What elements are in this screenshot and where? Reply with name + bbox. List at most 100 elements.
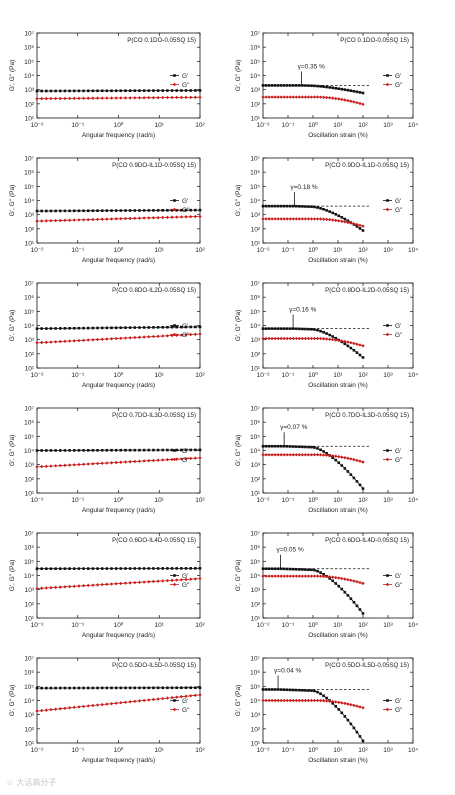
data-point	[86, 583, 90, 588]
data-point	[194, 686, 197, 690]
data-point	[109, 217, 114, 221]
yield-annotation: γ=0.04 %	[274, 667, 302, 674]
data-point	[198, 332, 202, 336]
data-point	[184, 325, 188, 329]
data-point	[156, 579, 160, 583]
y-tick-label: 10¹	[251, 241, 261, 248]
data-point	[337, 700, 341, 705]
x-tick-label: 10¹	[333, 247, 343, 254]
data-point	[152, 686, 155, 690]
y-tick-label: 10³	[25, 212, 35, 219]
y-axis-label: G', G'' (Pa)	[9, 60, 16, 92]
y-tick-label: 10¹	[251, 116, 261, 123]
y-tick-label: 10⁴	[250, 323, 260, 330]
data-point	[340, 587, 344, 591]
y-tick-label: 10²	[251, 726, 261, 733]
data-point	[161, 579, 165, 583]
data-point	[310, 327, 313, 331]
data-point	[114, 209, 118, 212]
series-line	[263, 568, 364, 614]
data-point	[337, 87, 341, 91]
data-point	[267, 95, 271, 99]
y-tick-label: 10⁵	[250, 434, 260, 441]
data-point	[193, 456, 198, 460]
data-point	[100, 686, 104, 690]
data-point	[142, 448, 146, 452]
data-point	[324, 337, 329, 341]
data-point	[35, 341, 39, 345]
data-point	[161, 458, 165, 462]
x-tick-label: 10³	[383, 372, 393, 379]
data-point	[198, 686, 202, 690]
data-point	[322, 207, 325, 211]
data-point	[96, 209, 99, 212]
data-point	[303, 698, 308, 703]
data-point	[291, 217, 296, 221]
data-point	[161, 567, 165, 570]
data-point	[81, 584, 86, 588]
data-point	[67, 339, 72, 343]
data-point	[328, 210, 331, 213]
data-point	[313, 205, 316, 209]
x-tick-label: 10⁻¹	[71, 372, 85, 379]
data-point	[285, 574, 289, 578]
legend-label: G''	[182, 707, 190, 714]
data-point	[313, 689, 316, 693]
data-point	[318, 95, 323, 99]
data-point	[319, 571, 322, 574]
data-point	[137, 459, 142, 463]
data-point	[198, 208, 202, 212]
data-point	[273, 574, 277, 578]
y-tick-label: 10⁵	[24, 684, 34, 691]
data-point	[72, 326, 76, 330]
data-point	[346, 344, 350, 348]
data-point	[312, 95, 317, 99]
data-point	[340, 701, 344, 705]
sample-label: P(CO 0.6DO-IL4D-0.05SQ 15)	[325, 537, 409, 544]
data-point	[325, 452, 328, 455]
data-point	[282, 84, 286, 87]
data-point	[198, 456, 202, 460]
x-tick-label: 10¹	[155, 747, 165, 754]
sample-label: P(CO 0.5DO-IL5D-0.05SQ 15)	[112, 662, 196, 669]
data-point	[322, 572, 325, 576]
data-point	[273, 327, 277, 330]
data-point	[307, 445, 310, 449]
y-tick-label: 10⁴	[24, 448, 34, 455]
data-point	[288, 688, 292, 692]
data-point	[156, 95, 160, 100]
data-point	[343, 342, 347, 346]
data-point	[352, 222, 356, 226]
x-tick-label: 10⁻²	[31, 497, 45, 504]
y-tick-label: 10⁶	[250, 545, 260, 552]
data-point	[279, 574, 283, 578]
data-point	[147, 326, 151, 329]
data-point	[58, 686, 62, 690]
data-point	[297, 453, 302, 457]
data-point	[343, 577, 347, 581]
data-point	[273, 204, 277, 208]
data-point	[49, 340, 53, 344]
data-point	[133, 448, 137, 452]
x-tick-label: 10⁻¹	[282, 747, 296, 754]
data-point	[282, 204, 286, 208]
data-point	[198, 693, 202, 697]
data-point	[288, 95, 292, 99]
data-point	[137, 335, 142, 339]
data-point	[355, 342, 359, 346]
y-tick-label: 10²	[251, 226, 261, 233]
y-tick-label: 10³	[251, 587, 261, 594]
data-point	[100, 96, 104, 100]
y-axis-label: G', G'' (Pa)	[9, 310, 16, 342]
data-point	[288, 217, 292, 221]
data-point	[166, 686, 169, 690]
data-point	[291, 574, 296, 578]
legend-label: G''	[395, 82, 403, 89]
data-point	[361, 612, 365, 615]
data-point	[77, 567, 81, 570]
data-point	[189, 89, 192, 92]
data-point	[81, 462, 86, 467]
data-point	[285, 698, 289, 703]
data-point	[161, 89, 165, 92]
data-point	[161, 686, 165, 690]
